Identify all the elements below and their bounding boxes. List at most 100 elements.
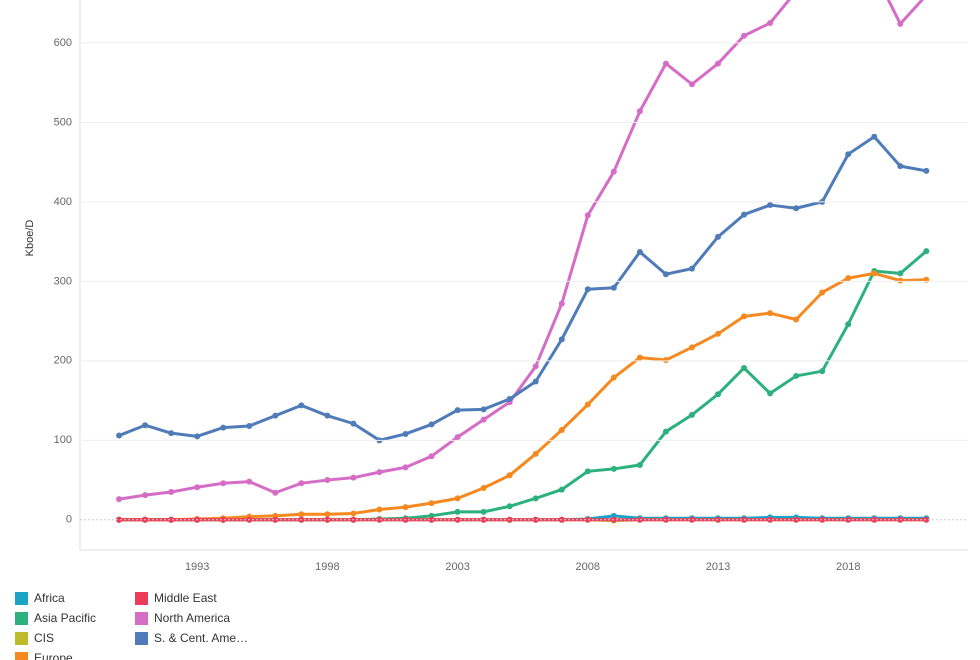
data-point	[506, 472, 513, 479]
data-point	[246, 478, 253, 485]
data-point	[584, 516, 591, 523]
data-point	[506, 395, 513, 402]
data-point	[610, 465, 617, 472]
data-point	[350, 510, 357, 517]
data-point	[897, 270, 904, 277]
data-point	[272, 489, 279, 496]
data-point	[741, 313, 748, 320]
data-point	[402, 430, 409, 437]
data-point	[819, 516, 826, 523]
y-tick-label: 400	[54, 196, 72, 208]
data-point	[194, 433, 201, 440]
data-point	[454, 495, 461, 502]
data-point	[584, 212, 591, 219]
data-point	[532, 495, 539, 502]
data-point	[350, 474, 357, 481]
data-point	[246, 423, 253, 430]
data-point	[923, 248, 930, 255]
data-point	[610, 284, 617, 291]
legend-swatch	[135, 612, 148, 625]
legend-swatch	[15, 592, 28, 605]
data-point	[923, 516, 930, 523]
legend-swatch	[135, 592, 148, 605]
data-point	[116, 432, 123, 439]
data-point	[871, 516, 878, 523]
data-point	[845, 275, 852, 282]
y-tick-label: 0	[66, 514, 72, 526]
data-point	[715, 233, 722, 240]
data-point	[923, 276, 930, 283]
series-line	[118, 135, 927, 442]
legend-swatch	[15, 612, 28, 625]
data-point	[116, 516, 123, 523]
data-point	[402, 504, 409, 511]
x-tick-label: 2003	[445, 561, 469, 573]
y-tick-label: 300	[54, 275, 72, 287]
data-point	[793, 372, 800, 379]
data-point	[662, 428, 669, 435]
data-point	[715, 60, 722, 67]
data-point	[897, 20, 904, 27]
data-point	[610, 168, 617, 175]
data-point	[168, 488, 175, 495]
data-point	[298, 402, 305, 409]
plot-area	[116, 0, 930, 524]
data-point	[168, 516, 175, 523]
legend-label: Africa	[34, 591, 65, 605]
data-point	[480, 406, 487, 413]
data-point	[324, 516, 331, 523]
data-point	[688, 411, 695, 418]
data-point	[636, 461, 643, 468]
data-point	[428, 421, 435, 428]
data-point	[923, 167, 930, 174]
data-point	[715, 330, 722, 337]
data-point	[636, 354, 643, 361]
legend-label: CIS	[34, 631, 54, 645]
data-point	[584, 401, 591, 408]
x-tick-label: 2018	[836, 561, 860, 573]
data-point	[767, 20, 774, 27]
data-point	[688, 344, 695, 351]
x-tick-label: 2008	[576, 561, 600, 573]
data-point	[793, 205, 800, 212]
data-point	[324, 412, 331, 419]
x-tick-label: 2013	[706, 561, 730, 573]
data-point	[688, 81, 695, 88]
legend-label: Middle East	[154, 591, 217, 605]
data-point	[376, 469, 383, 476]
data-point	[845, 321, 852, 328]
data-point	[480, 485, 487, 492]
data-point	[871, 270, 878, 277]
x-tick-label: 1993	[185, 561, 209, 573]
data-point	[558, 336, 565, 343]
legend-label: North America	[154, 611, 230, 625]
legend-swatch	[15, 652, 28, 660]
data-point	[532, 450, 539, 457]
data-point	[298, 480, 305, 487]
data-point	[741, 32, 748, 39]
data-point	[532, 363, 539, 370]
data-point	[142, 492, 149, 499]
data-point	[897, 163, 904, 170]
data-point	[142, 422, 149, 429]
y-tick-label: 500	[54, 116, 72, 128]
data-point	[558, 300, 565, 307]
y-tick-label: 200	[54, 355, 72, 367]
data-point	[558, 426, 565, 433]
legend-label: Europe	[34, 651, 73, 660]
data-point	[272, 516, 279, 523]
legend-label: Asia Pacific	[34, 611, 96, 625]
data-point	[298, 511, 305, 518]
data-point	[480, 508, 487, 515]
data-point	[428, 453, 435, 460]
y-axis-label: Kboe/D	[24, 220, 36, 257]
data-point	[767, 390, 774, 397]
data-point	[610, 374, 617, 381]
data-point	[532, 516, 539, 523]
data-point	[584, 286, 591, 293]
data-point	[741, 364, 748, 371]
data-point	[715, 516, 722, 523]
data-point	[767, 202, 774, 209]
data-point	[662, 357, 669, 364]
